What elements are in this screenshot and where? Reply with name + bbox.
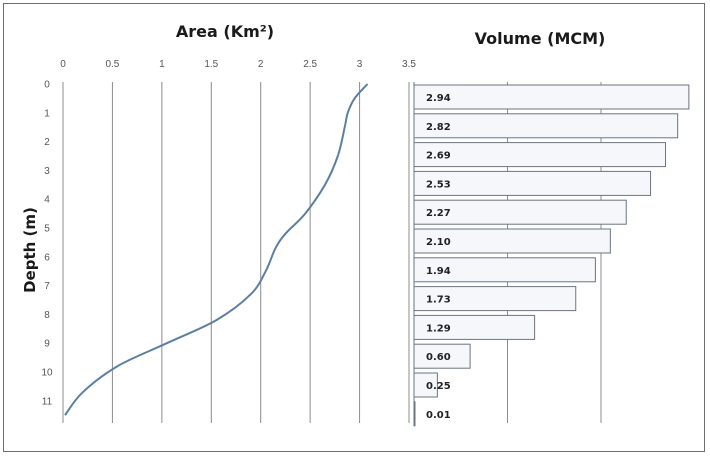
depth-tick: 8 <box>44 310 50 321</box>
area-x-tick: 1.5 <box>204 59 218 70</box>
volume-bar <box>413 199 627 225</box>
depth-tick-labels: 0 1 2 3 4 5 6 7 8 9 10 11 <box>41 80 53 408</box>
volume-bar <box>413 314 536 340</box>
depth-tick: 0 <box>44 80 50 91</box>
depth-tick: 10 <box>41 368 53 379</box>
depth-tick: 4 <box>44 195 50 206</box>
volume-data-label: 1.94 <box>426 266 451 277</box>
volume-bars: 2.94 2.82 2.69 2.53 2.27 2.10 1.94 1.73 1.29 0.60… <box>413 84 690 427</box>
depth-tick: 3 <box>44 166 50 177</box>
depth-tick: 1 <box>44 108 50 119</box>
area-chart-title: Area (Km²) <box>176 22 274 41</box>
area-gridlines <box>62 82 410 423</box>
volume-bar <box>413 170 652 196</box>
area-x-tick: 0 <box>60 59 66 70</box>
volume-data-label: 1.73 <box>426 295 451 306</box>
volume-bar <box>413 343 471 369</box>
volume-data-label: 0.60 <box>426 352 451 363</box>
volume-data-label: 0.01 <box>426 410 451 421</box>
volume-bar <box>413 286 577 312</box>
area-line <box>64 83 369 416</box>
volume-bar <box>413 142 667 168</box>
depth-tick: 6 <box>44 252 50 263</box>
depth-axis-label: Depth (m) <box>21 207 39 293</box>
volume-bar <box>413 372 438 398</box>
area-series <box>64 83 369 416</box>
area-x-tick: 2 <box>258 59 264 70</box>
volume-chart-title: Volume (MCM) <box>475 29 606 48</box>
volume-bar <box>413 84 690 110</box>
volume-bar <box>413 401 416 427</box>
area-x-tick: 2.5 <box>303 59 317 70</box>
volume-data-label: 2.27 <box>426 208 451 219</box>
area-x-tick: 3.5 <box>402 59 416 70</box>
volume-data-label: 2.94 <box>426 93 451 104</box>
depth-tick: 7 <box>44 281 50 292</box>
area-x-tick-labels: 0 0.5 1 1.5 2 2.5 3 3.5 <box>60 59 416 70</box>
volume-data-label: 1.29 <box>426 323 451 334</box>
chart-frame <box>3 3 705 452</box>
volume-data-label: 2.53 <box>426 179 451 190</box>
area-x-tick: 0.5 <box>105 59 119 70</box>
depth-tick: 5 <box>44 224 50 235</box>
volume-data-label: 0.25 <box>426 381 451 392</box>
volume-bar <box>413 113 679 139</box>
volume-data-label: 2.82 <box>426 122 451 133</box>
depth-tick: 2 <box>44 137 50 148</box>
depth-tick: 11 <box>42 396 53 407</box>
volume-bar <box>413 257 596 283</box>
volume-data-label: 2.69 <box>426 151 451 162</box>
volume-data-label: 2.10 <box>426 237 451 248</box>
area-x-tick: 1 <box>159 59 165 70</box>
depth-tick: 9 <box>44 339 50 350</box>
area-x-tick: 3 <box>357 59 363 70</box>
volume-bar <box>413 228 611 254</box>
